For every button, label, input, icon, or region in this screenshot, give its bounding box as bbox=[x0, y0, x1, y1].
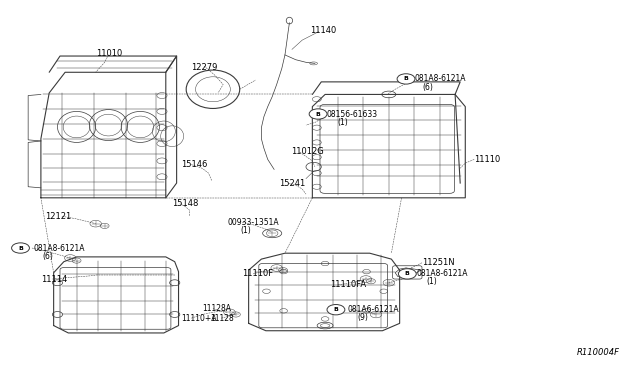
Text: 11140: 11140 bbox=[310, 26, 337, 35]
Text: (1): (1) bbox=[337, 118, 348, 127]
Text: 081A8-6121A: 081A8-6121A bbox=[417, 269, 468, 278]
Circle shape bbox=[397, 74, 415, 84]
Text: 11114: 11114 bbox=[42, 275, 68, 283]
Circle shape bbox=[309, 109, 327, 119]
Circle shape bbox=[327, 305, 345, 315]
Circle shape bbox=[398, 269, 416, 279]
Text: B: B bbox=[333, 307, 339, 312]
Text: 081A8-6121A: 081A8-6121A bbox=[33, 244, 84, 253]
Text: 11110FA: 11110FA bbox=[330, 280, 366, 289]
Text: 15148: 15148 bbox=[172, 199, 198, 208]
Text: 11251N: 11251N bbox=[422, 258, 454, 267]
Text: (6): (6) bbox=[43, 251, 54, 261]
Text: 12121: 12121 bbox=[45, 212, 71, 221]
Text: B: B bbox=[316, 112, 321, 116]
Text: 081A6-6121A: 081A6-6121A bbox=[348, 305, 399, 314]
Text: 11110: 11110 bbox=[474, 155, 500, 164]
Text: (9): (9) bbox=[357, 313, 368, 322]
Text: R110004F: R110004F bbox=[577, 347, 620, 357]
Text: 08156-61633: 08156-61633 bbox=[326, 109, 378, 119]
Text: 11012G: 11012G bbox=[291, 147, 324, 156]
Text: 11110F: 11110F bbox=[243, 269, 273, 278]
Text: (1): (1) bbox=[426, 278, 437, 286]
Text: B: B bbox=[18, 246, 23, 250]
Circle shape bbox=[12, 243, 29, 253]
Text: 11010: 11010 bbox=[96, 49, 122, 58]
Text: (6): (6) bbox=[422, 83, 433, 92]
Text: 11128A: 11128A bbox=[202, 304, 231, 313]
Text: 15241: 15241 bbox=[279, 179, 305, 187]
Text: 15146: 15146 bbox=[181, 160, 207, 169]
Text: B: B bbox=[404, 76, 408, 81]
Text: 12279: 12279 bbox=[191, 62, 218, 72]
Text: (1): (1) bbox=[241, 226, 251, 235]
Text: 11128: 11128 bbox=[211, 314, 234, 323]
Text: 00933-1351A: 00933-1351A bbox=[228, 218, 279, 227]
Text: B: B bbox=[405, 272, 410, 276]
Text: 081A8-6121A: 081A8-6121A bbox=[414, 74, 466, 83]
Text: 11110+A: 11110+A bbox=[181, 314, 216, 323]
